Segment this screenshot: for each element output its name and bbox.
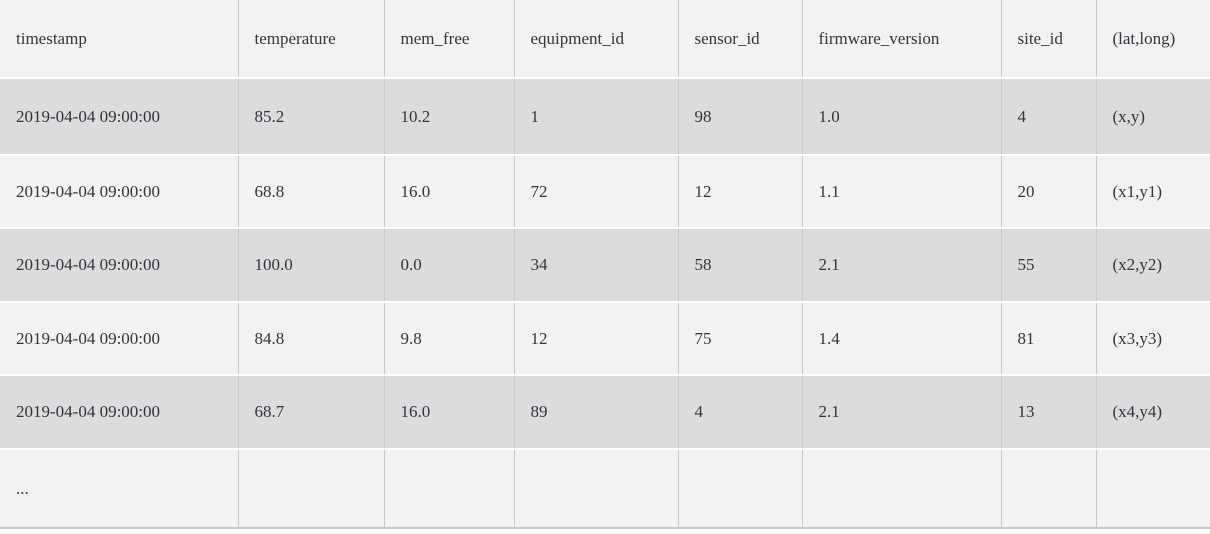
cell-lat-long: (x3,y3): [1095, 301, 1210, 375]
cell-sensor-id: 4: [677, 374, 802, 449]
cell-site-id: 55: [1000, 227, 1096, 302]
table-row: 2019-04-04 09:00:00 84.8 9.8 12 75 1.4 8…: [0, 301, 1210, 375]
cell-temperature: 84.8: [237, 301, 384, 375]
cell-temperature: 68.8: [237, 154, 384, 228]
cell-temperature: 85.2: [237, 77, 384, 155]
cell-equipment-id: 34: [513, 227, 678, 302]
cell-site-id: 20: [1000, 154, 1096, 228]
cell-timestamp: 2019-04-04 09:00:00: [0, 301, 238, 375]
cell-site-id: 13: [1000, 374, 1096, 449]
cell-firmware-version: 1.4: [801, 301, 1001, 375]
cell-equipment-id: 72: [513, 154, 678, 228]
cell-equipment-id: 1: [513, 77, 678, 155]
column-header-sensor-id: sensor_id: [677, 0, 802, 78]
cell-firmware-version: 2.1: [801, 374, 1001, 449]
empty-cell: [801, 448, 1001, 528]
table-row: 2019-04-04 09:00:00 100.0 0.0 34 58 2.1 …: [0, 227, 1210, 302]
empty-cell: [383, 448, 514, 528]
header-row: timestamp temperature mem_free equipment…: [0, 0, 1210, 78]
table-row-ellipsis: ...: [0, 448, 1210, 528]
cell-timestamp: 2019-04-04 09:00:00: [0, 154, 238, 228]
cell-firmware-version: 2.1: [801, 227, 1001, 302]
cell-mem-free: 16.0: [383, 374, 514, 449]
cell-site-id: 81: [1000, 301, 1096, 375]
cell-temperature: 100.0: [237, 227, 384, 302]
cell-firmware-version: 1.0: [801, 77, 1001, 155]
cell-sensor-id: 75: [677, 301, 802, 375]
table-row: 2019-04-04 09:00:00 68.8 16.0 72 12 1.1 …: [0, 154, 1210, 228]
cell-equipment-id: 12: [513, 301, 678, 375]
cell-mem-free: 9.8: [383, 301, 514, 375]
cell-temperature: 68.7: [237, 374, 384, 449]
empty-cell: [677, 448, 802, 528]
cell-timestamp: 2019-04-04 09:00:00: [0, 374, 238, 449]
column-header-equipment-id: equipment_id: [513, 0, 678, 78]
empty-cell: [237, 448, 384, 528]
cell-lat-long: (x1,y1): [1095, 154, 1210, 228]
column-header-timestamp: timestamp: [16, 28, 87, 48]
cell-sensor-id: 58: [677, 227, 802, 302]
cell-site-id: 4: [1000, 77, 1096, 155]
empty-cell: [513, 448, 678, 528]
cell-timestamp: 2019-04-04 09:00:00: [0, 227, 238, 302]
empty-cell: [1095, 448, 1210, 528]
cell-mem-free: 10.2: [383, 77, 514, 155]
ellipsis-cell: ...: [0, 448, 238, 528]
table-row: 2019-04-04 09:00:00 68.7 16.0 89 4 2.1 1…: [0, 374, 1210, 449]
empty-cell: [1000, 448, 1096, 528]
column-header-firmware-version: firmware_version: [801, 0, 1001, 78]
cell-equipment-id: 89: [513, 374, 678, 449]
table-row: 2019-04-04 09:00:00 85.2 10.2 1 98 1.0 4…: [0, 77, 1210, 155]
cell-mem-free: 0.0: [383, 227, 514, 302]
cell-sensor-id: 98: [677, 77, 802, 155]
column-header-site-id: site_id: [1000, 0, 1096, 78]
cell-lat-long: (x4,y4): [1095, 374, 1210, 449]
column-header-mem-free: mem_free: [383, 0, 514, 78]
column-header-lat-long: (lat,long): [1095, 0, 1210, 78]
cell-firmware-version: 1.1: [801, 154, 1001, 228]
cell-sensor-id: 12: [677, 154, 802, 228]
column-header-temperature: temperature: [237, 0, 384, 78]
cell-timestamp: 2019-04-04 09:00:00: [0, 77, 238, 155]
cell-lat-long: (x2,y2): [1095, 227, 1210, 302]
cell-lat-long: (x,y): [1095, 77, 1210, 155]
cell-mem-free: 16.0: [383, 154, 514, 228]
